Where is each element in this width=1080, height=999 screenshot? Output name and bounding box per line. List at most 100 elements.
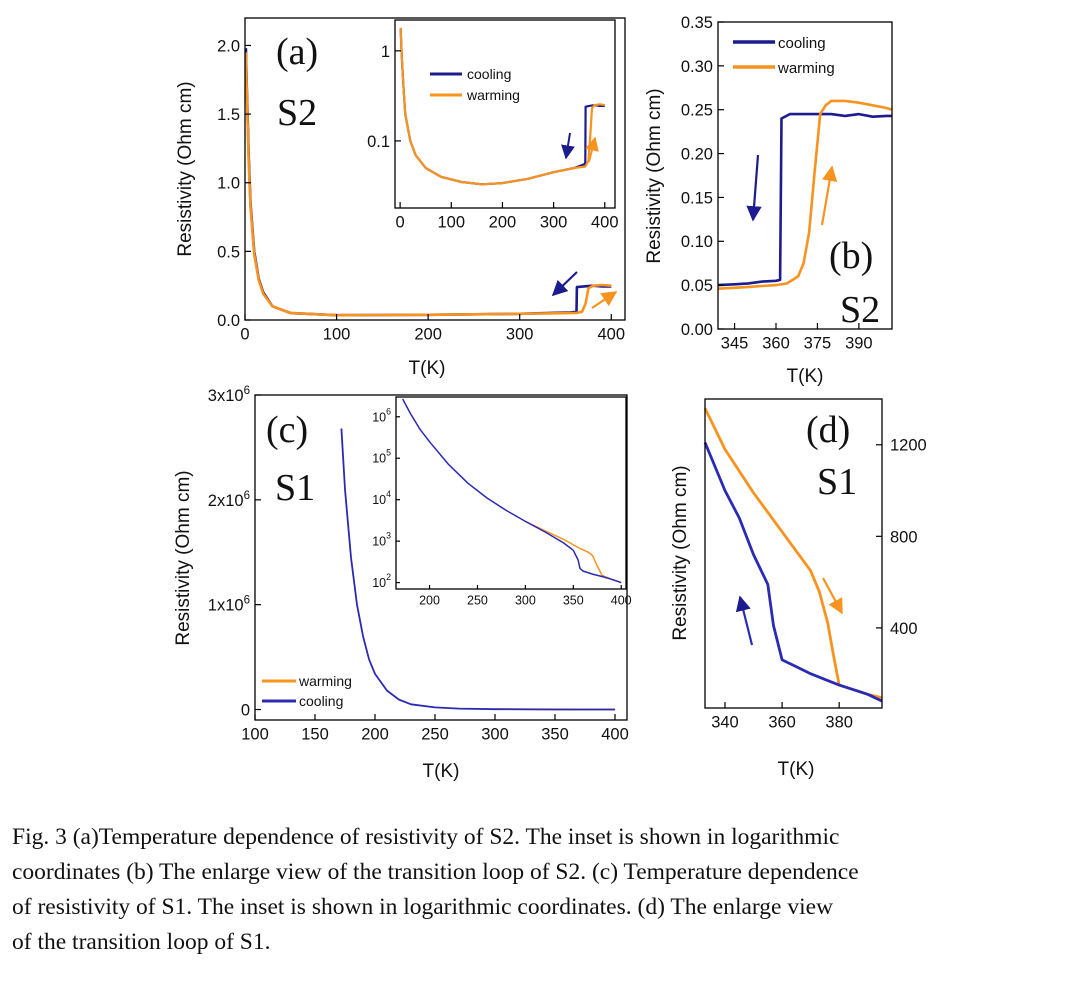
panel-a-inset-warming-arrow	[585, 136, 599, 163]
panel-d-xtick-label: 340	[711, 714, 739, 732]
panel-c-inset-xtick-label: 350	[563, 594, 584, 608]
panel-c-legend-warming: warming	[298, 673, 352, 689]
panel-c-inset-xtick-label: 300	[515, 594, 536, 608]
panel-a-ytick-label: 0.5	[217, 243, 240, 261]
panel-a-inset-frame	[394, 19, 616, 209]
panel-b-xtick-label: 360	[762, 335, 790, 353]
panel-b-xtick-label: 390	[845, 335, 873, 353]
panel-b-legend-cooling: cooling	[778, 35, 826, 52]
panel-b-series-warming	[717, 99, 893, 290]
panel-c-inset-xtick-label: 200	[419, 594, 440, 608]
panel-c-xtick-label: 150	[301, 726, 329, 744]
panel-a-inset-xtick-label: 0	[396, 214, 405, 232]
panel-a-ytick-label: 2.0	[217, 37, 240, 55]
panel-a-inset-cooling-arrow	[561, 132, 575, 160]
panel-a: 0 100 200 300 400 0.0 0.5 1.0 1.5 2.0 (a) S2 T(K)…	[175, 17, 626, 379]
caption-line: coordinates (b) The enlarge view of the …	[12, 859, 859, 885]
panel-a-series-warming	[244, 52, 612, 317]
panel-b-xtick-label: 345	[721, 335, 749, 353]
caption-line: of the transition loop of S1.	[12, 929, 271, 955]
figure-caption: Fig. 3 (a)Temperature dependence of resi…	[12, 820, 1072, 960]
panel-d: 340 360 380 400 800 1200 (d) S1 T(K) Resistiv…	[670, 398, 927, 780]
panel-a-inset-xtick-label: 200	[489, 214, 517, 232]
panel-b: 345 360 375 390 0.00 0.05 0.10 0.15 0.20 0.25 0.30…	[644, 14, 893, 387]
panel-c-ytick-label: 1x106	[208, 595, 250, 615]
panel-c: 100 150 200 250 300 350 400 0 1x106 2x106 3x106 (c…	[173, 385, 632, 782]
panel-d-ytick-label: 1200	[890, 437, 927, 455]
panel-b-sample: S2	[840, 289, 880, 331]
panel-b-ytick-label: 0.35	[681, 14, 713, 32]
panel-a-inset-series-warming	[399, 27, 605, 186]
panel-d-ytick-label: 800	[890, 528, 918, 546]
panel-c-ytick-label: 2x106	[208, 490, 250, 510]
panel-b-ytick-label: 0.10	[681, 233, 713, 251]
panel-d-series-cooling	[703, 441, 883, 703]
panel-c-inset-ytick-label: 106	[372, 406, 391, 424]
panel-c-frame	[254, 394, 628, 721]
panel-d-ylabel: Resistivity (Ohm cm)	[670, 465, 691, 640]
panel-a-cooling-arrow	[551, 271, 578, 297]
panel-c-ytick-label: 3x106	[208, 385, 250, 405]
panel-c-ylabel: Resistivity (Ohm cm)	[173, 470, 194, 645]
panel-a-label: (a)	[276, 31, 318, 73]
panel-b-legend-warming: warming	[777, 60, 835, 77]
panel-d-cooling-arrow	[735, 595, 754, 646]
panel-b-ytick-label: 0.05	[681, 277, 713, 295]
panel-d-xlabel: T(K)	[778, 759, 815, 780]
panel-b-ytick-label: 0.25	[681, 102, 713, 120]
panel-d-label: (d)	[806, 409, 850, 451]
panel-c-xlabel: T(K)	[423, 761, 460, 782]
panel-a-xtick-label: 400	[597, 326, 625, 344]
panel-c-inset-ytick-label: 103	[372, 531, 391, 549]
panel-c-xtick-label: 100	[241, 726, 269, 744]
panel-c-legend-cooling: cooling	[299, 693, 343, 709]
panel-c-sample: S1	[275, 467, 315, 509]
panel-c-inset-series-cooling	[402, 398, 622, 584]
panel-d-xtick-label: 360	[768, 714, 796, 732]
panel-c-inset-xtick-label: 250	[467, 594, 488, 608]
panel-c-xtick-label: 350	[541, 726, 569, 744]
panel-a-inset-ytick-label: 1	[381, 43, 390, 61]
panel-d-xtick-label: 380	[825, 714, 853, 732]
panel-a-inset-xtick-label: 300	[540, 214, 568, 232]
panel-a-inset-ytick-label: 0.1	[367, 133, 390, 151]
panel-c-label: (c)	[266, 409, 308, 451]
panel-a-xtick-label: 0	[240, 326, 249, 344]
panel-b-label: (b)	[829, 235, 873, 277]
panel-c-series-cooling	[340, 428, 615, 711]
panel-b-frame	[717, 21, 893, 330]
panel-b-ytick-label: 0.15	[681, 189, 713, 207]
panel-b-xlabel: T(K)	[787, 366, 824, 387]
panel-a-xtick-label: 300	[506, 326, 534, 344]
panel-b-ytick-label: 0.30	[681, 58, 713, 76]
panel-a-ytick-label: 0.0	[217, 312, 240, 330]
panel-c-inset-ytick-label: 104	[372, 489, 391, 507]
panel-c-xtick-label: 250	[421, 726, 449, 744]
panel-c-inset-frame	[395, 396, 627, 590]
panel-b-ylabel: Resistivity (Ohm cm)	[644, 88, 665, 263]
panel-a-warming-arrow	[591, 291, 618, 309]
panel-a-xtick-label: 200	[414, 326, 442, 344]
panel-a-sample: S2	[277, 92, 317, 134]
caption-line: of resistivity of S1. The inset is shown…	[12, 894, 834, 920]
panel-b-series-cooling	[717, 112, 892, 287]
panel-a-xlabel: T(K)	[409, 358, 446, 379]
panel-b-ytick-label: 0.20	[681, 146, 713, 164]
panel-d-warming-arrow	[822, 577, 843, 615]
panel-c-xtick-label: 300	[481, 726, 509, 744]
panel-a-ytick-label: 1.5	[217, 106, 240, 124]
panel-d-sample: S1	[817, 461, 857, 503]
panel-a-inset-legend-warming: warming	[466, 87, 520, 103]
panel-c-xtick-label: 200	[361, 726, 389, 744]
panel-a-inset-xtick-label: 100	[438, 214, 466, 232]
caption-line: Fig. 3 (a)Temperature dependence of resi…	[12, 824, 840, 850]
panel-b-cooling-arrow	[746, 154, 762, 222]
panel-a-xtick-label: 100	[323, 326, 351, 344]
panel-c-inset-ytick-label: 102	[372, 572, 391, 590]
panel-c-xtick-label: 400	[601, 726, 629, 744]
panel-d-frame	[704, 398, 883, 709]
panel-a-ytick-label: 1.0	[217, 175, 240, 193]
panel-c-inset-xtick-label: 400	[611, 594, 632, 608]
panel-a-inset-legend-cooling: cooling	[467, 66, 511, 82]
panel-a-ylabel: Resistivity (Ohm cm)	[175, 81, 196, 256]
